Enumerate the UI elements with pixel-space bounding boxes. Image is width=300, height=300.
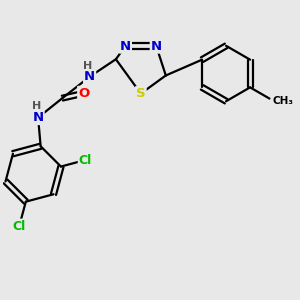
Text: N: N xyxy=(120,40,131,52)
Text: Cl: Cl xyxy=(13,220,26,232)
Text: O: O xyxy=(78,87,89,100)
Text: CH₃: CH₃ xyxy=(272,95,293,106)
Text: N: N xyxy=(32,111,44,124)
Text: S: S xyxy=(136,87,146,100)
Text: N: N xyxy=(84,70,95,83)
Text: N: N xyxy=(151,40,162,52)
Text: Cl: Cl xyxy=(79,154,92,166)
Text: H: H xyxy=(83,61,92,70)
Text: H: H xyxy=(32,101,41,111)
